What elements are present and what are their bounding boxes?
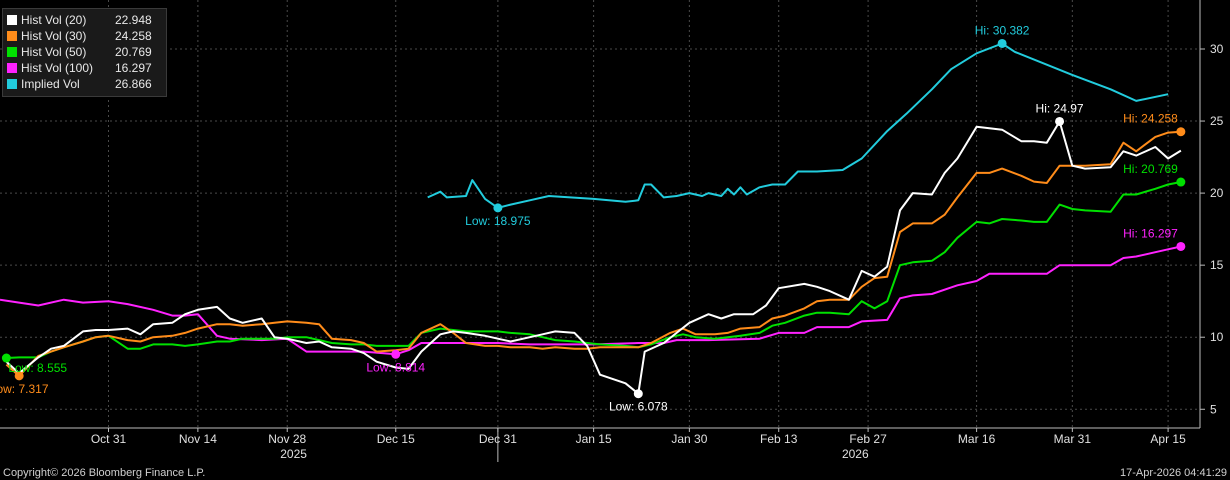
legend-entry-hist-vol-50: Hist Vol (50) 20.769 xyxy=(7,44,167,60)
marker-dot xyxy=(1176,127,1186,137)
x-tick-label: Feb 27 xyxy=(849,432,887,446)
y-tick-label: 15 xyxy=(1210,258,1224,272)
legend-series-name: Implied Vol xyxy=(21,77,80,91)
series-line xyxy=(0,245,1182,356)
legend: Hist Vol (20) 22.948 Hist Vol (30) 24.25… xyxy=(2,8,167,97)
legend-series-value: 20.769 xyxy=(115,45,152,59)
y-tick-label: 25 xyxy=(1210,114,1224,128)
grid-lines xyxy=(0,0,1200,428)
marker-label: Low: 18.975 xyxy=(465,214,531,228)
timestamp-text: 17-Apr-2026 04:41:29 xyxy=(1119,467,1227,479)
legend-swatch xyxy=(7,63,17,73)
legend-swatch xyxy=(7,79,17,89)
copyright-text: Copyright© 2026 Bloomberg Finance L.P. xyxy=(3,467,206,479)
series-line xyxy=(6,181,1182,359)
x-tick-label: Dec 15 xyxy=(377,432,415,446)
legend-series-name: Hist Vol (100) xyxy=(21,61,94,75)
legend-swatch xyxy=(7,47,17,57)
legend-series-value: 24.258 xyxy=(115,29,152,43)
marker-label: Hi: 30.382 xyxy=(975,23,1030,37)
y-tick-label: 30 xyxy=(1210,42,1224,56)
y-tick-label: 10 xyxy=(1210,330,1224,344)
marker-dot xyxy=(1,353,11,363)
x-tick-label: Oct 31 xyxy=(91,432,127,446)
legend-series-name: Hist Vol (20) xyxy=(21,13,87,27)
legend-entry-hist-vol-20: Hist Vol (20) 22.948 xyxy=(7,12,167,28)
series-line xyxy=(427,42,1169,209)
series-line xyxy=(5,120,1182,395)
legend-entry-hist-vol-30: Hist Vol (30) 24.258 xyxy=(7,28,167,44)
y-tick-label: 5 xyxy=(1210,402,1217,416)
legend-swatch xyxy=(7,15,17,25)
marker-label: Hi: 20.769 xyxy=(1123,162,1178,176)
marker-dot xyxy=(1176,177,1186,187)
marker-label: Low: 8.555 xyxy=(8,361,67,375)
legend-series-name: Hist Vol (50) xyxy=(21,45,87,59)
marker-dot xyxy=(14,371,24,381)
legend-entry-implied-vol: Implied Vol 26.866 xyxy=(7,76,167,92)
legend-entry-hist-vol-100: Hist Vol (100) 16.297 xyxy=(7,60,167,76)
marker-label: Hi: 24.258 xyxy=(1123,112,1178,126)
marker-label: Low: 6.078 xyxy=(609,400,668,414)
marker-label: Hi: 24.97 xyxy=(1036,101,1084,115)
x-tick-label: Jan 30 xyxy=(671,432,707,446)
marker-dot xyxy=(997,38,1007,48)
x-tick-label: Feb 13 xyxy=(760,432,798,446)
marker-dot xyxy=(1055,116,1065,126)
legend-series-name: Hist Vol (30) xyxy=(21,29,87,43)
marker-label: Hi: 16.297 xyxy=(1123,226,1178,240)
marker-dot xyxy=(391,349,401,359)
year-label: 2025 xyxy=(280,447,307,461)
legend-series-value: 16.297 xyxy=(115,61,152,75)
x-tick-label: Apr 15 xyxy=(1150,432,1186,446)
year-label: 2026 xyxy=(842,447,869,461)
marker-dot xyxy=(493,203,503,213)
series-lines xyxy=(0,42,1182,395)
marker-label: Low: 8.814 xyxy=(366,360,425,374)
x-tick-label: Nov 28 xyxy=(268,432,306,446)
marker-dot xyxy=(633,389,643,399)
legend-series-value: 26.866 xyxy=(115,77,152,91)
x-tick-label: Jan 15 xyxy=(576,432,612,446)
legend-series-value: 22.948 xyxy=(115,13,152,27)
x-tick-label: Mar 31 xyxy=(1054,432,1092,446)
hi-low-markers: Low: 6.078 Hi: 24.97 Low: 7.317 Hi: 24.258 L… xyxy=(0,23,1186,414)
series-line xyxy=(5,130,1181,377)
marker-label: Low: 7.317 xyxy=(0,382,49,396)
x-tick-label: Mar 16 xyxy=(958,432,996,446)
legend-swatch xyxy=(7,31,17,41)
marker-dot xyxy=(1176,241,1186,251)
y-tick-label: 20 xyxy=(1210,186,1224,200)
x-tick-label: Nov 14 xyxy=(179,432,217,446)
